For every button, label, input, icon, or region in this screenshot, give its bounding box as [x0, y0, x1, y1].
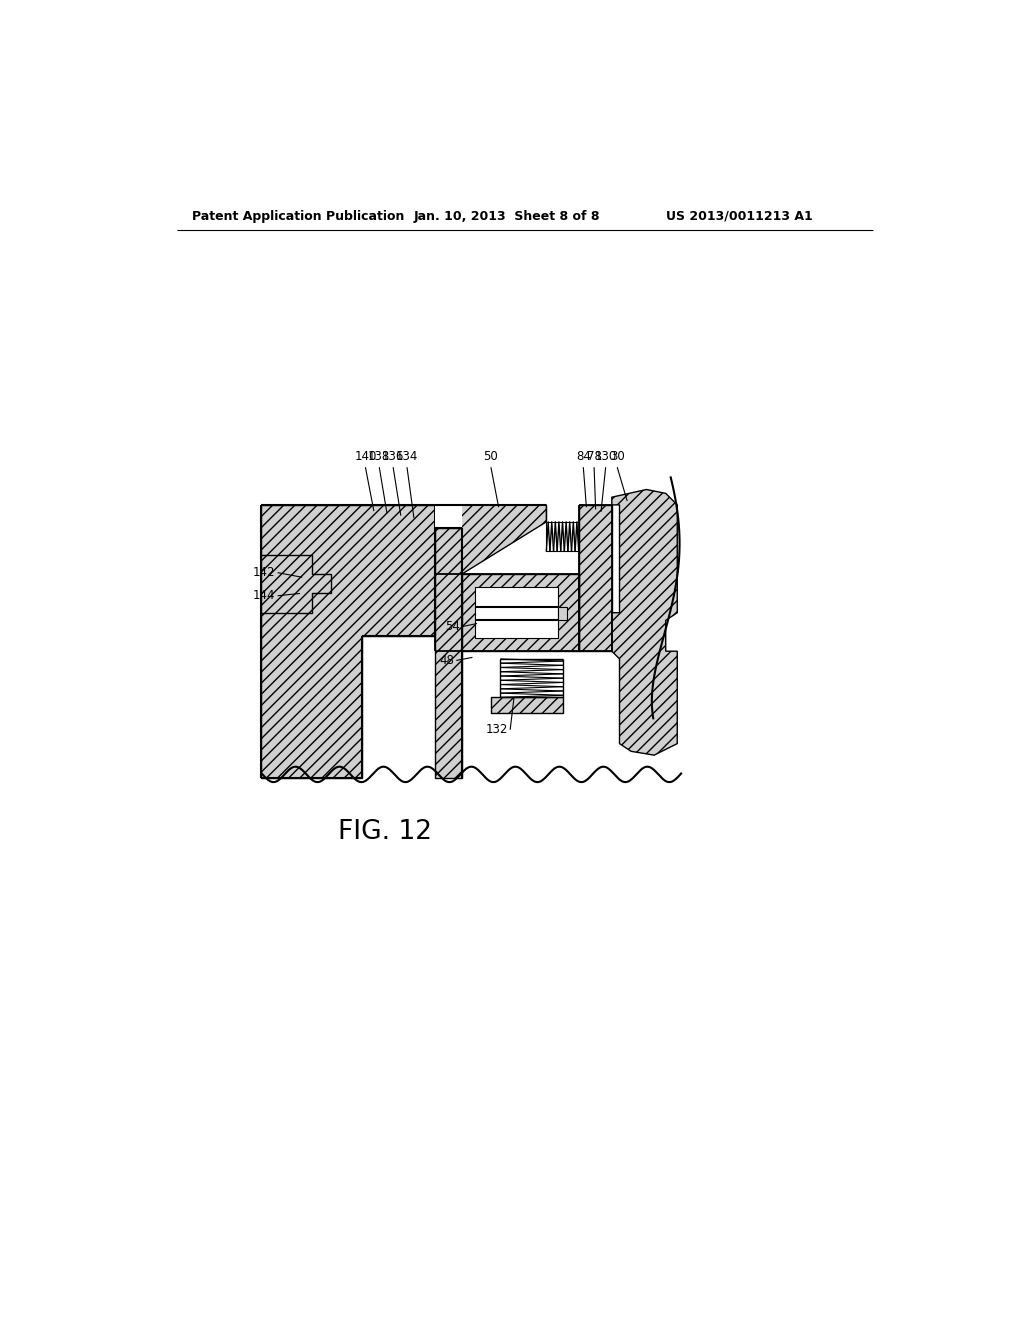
- Polygon shape: [261, 506, 547, 779]
- Polygon shape: [435, 506, 547, 574]
- Polygon shape: [579, 506, 611, 651]
- Text: FIG. 12: FIG. 12: [339, 818, 432, 845]
- Text: 144: 144: [253, 589, 275, 602]
- Text: 132: 132: [485, 723, 508, 737]
- Text: 50: 50: [483, 450, 499, 463]
- Text: US 2013/0011213 A1: US 2013/0011213 A1: [666, 210, 812, 223]
- Polygon shape: [490, 697, 563, 713]
- Bar: [475, 587, 558, 638]
- Polygon shape: [611, 490, 677, 755]
- Text: 30: 30: [610, 450, 625, 463]
- Text: 136: 136: [382, 450, 404, 463]
- Bar: [558, 607, 567, 620]
- Text: 48: 48: [439, 653, 454, 667]
- Text: Patent Application Publication: Patent Application Publication: [193, 210, 404, 223]
- Text: 134: 134: [396, 450, 418, 463]
- Text: 142: 142: [253, 566, 275, 579]
- Polygon shape: [462, 574, 579, 651]
- Text: 54: 54: [445, 620, 460, 634]
- Text: 138: 138: [369, 450, 390, 463]
- Text: 130: 130: [595, 450, 616, 463]
- Text: 78: 78: [587, 450, 601, 463]
- Text: 84: 84: [575, 450, 591, 463]
- Polygon shape: [435, 528, 462, 779]
- Text: 140: 140: [354, 450, 377, 463]
- Polygon shape: [435, 506, 462, 528]
- Polygon shape: [261, 554, 331, 612]
- Text: Jan. 10, 2013  Sheet 8 of 8: Jan. 10, 2013 Sheet 8 of 8: [413, 210, 600, 223]
